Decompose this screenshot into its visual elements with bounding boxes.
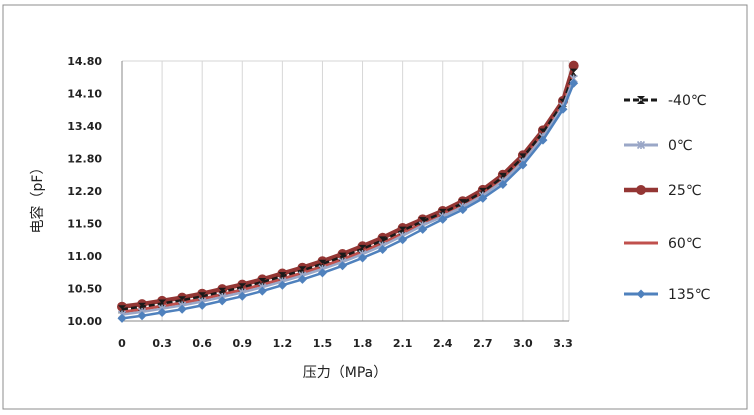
data-point bbox=[218, 287, 227, 296]
x-tick-label: 3.3 bbox=[553, 337, 573, 350]
y-tick-label: 10.00 bbox=[67, 315, 102, 328]
data-point bbox=[378, 245, 388, 254]
legend-item: 60℃ bbox=[624, 236, 702, 252]
legend-item: -40℃ bbox=[624, 93, 707, 109]
data-point bbox=[317, 268, 327, 278]
legend-marker bbox=[636, 140, 646, 150]
data-point bbox=[418, 224, 428, 234]
data-point bbox=[158, 299, 167, 308]
y-tick-label: 12.20 bbox=[67, 185, 102, 198]
y-tick-labels: 10.00 10.50 11.00 11.50 12.20 12.80 13.40 14.10… bbox=[67, 55, 102, 328]
legend-item: 0℃ bbox=[624, 138, 693, 154]
x-tick-label: 1.2 bbox=[273, 337, 293, 350]
data-point bbox=[118, 305, 126, 314]
data-point bbox=[358, 244, 367, 253]
y-tick-label: 11.50 bbox=[67, 218, 102, 231]
x-axis-title: 压力（MPa） bbox=[303, 365, 387, 381]
data-point bbox=[217, 296, 227, 306]
x-tick-label: 0.6 bbox=[192, 337, 212, 350]
legend: -40℃ 0℃ 25℃ 60℃ 135℃ bbox=[624, 93, 710, 303]
legend-item: 25℃ bbox=[624, 183, 702, 199]
series-4 bbox=[121, 74, 576, 314]
y-axis-title: 电容（pF） bbox=[29, 161, 46, 234]
data-point bbox=[458, 205, 468, 215]
legend-label: 25℃ bbox=[668, 183, 702, 199]
chart-frame bbox=[2, 4, 748, 410]
data-point bbox=[318, 259, 327, 268]
x-tick-label: 1.5 bbox=[313, 337, 333, 350]
x-tick-label: 1.8 bbox=[353, 337, 373, 350]
data-point bbox=[538, 135, 548, 145]
data-point bbox=[138, 302, 147, 311]
data-point bbox=[398, 226, 407, 235]
y-tick-label: 10.50 bbox=[67, 283, 102, 296]
data-point bbox=[258, 278, 267, 286]
data-point bbox=[298, 266, 307, 275]
data-point bbox=[297, 274, 307, 284]
data-point bbox=[237, 291, 247, 301]
data-point bbox=[569, 68, 578, 77]
legend-item: 135℃ bbox=[624, 287, 710, 303]
legend-marker bbox=[636, 185, 646, 195]
data-point bbox=[157, 308, 167, 318]
data-point bbox=[438, 214, 448, 224]
data-point bbox=[197, 300, 207, 310]
series bbox=[117, 60, 579, 323]
data-point bbox=[498, 180, 508, 189]
legend-label: 60℃ bbox=[668, 236, 702, 252]
x-tick-label: 2.7 bbox=[473, 337, 493, 350]
data-point bbox=[198, 292, 207, 301]
series-line bbox=[121, 74, 576, 314]
data-point bbox=[117, 313, 127, 323]
data-point bbox=[338, 252, 347, 261]
data-point bbox=[478, 193, 488, 203]
legend-label: 135℃ bbox=[668, 287, 710, 303]
data-point bbox=[137, 311, 147, 321]
data-point bbox=[278, 272, 287, 281]
data-point bbox=[398, 235, 408, 245]
x-tick-label: 0.3 bbox=[152, 337, 172, 350]
data-point bbox=[358, 253, 368, 263]
x-tick-label: 2.4 bbox=[433, 337, 453, 350]
data-point bbox=[257, 286, 267, 296]
legend-marker bbox=[637, 96, 645, 104]
series-line bbox=[121, 72, 575, 311]
data-point bbox=[558, 104, 568, 114]
data-point bbox=[277, 280, 287, 290]
data-point bbox=[378, 236, 387, 245]
y-tick-label: 11.00 bbox=[67, 250, 102, 263]
data-point bbox=[178, 296, 187, 305]
data-point bbox=[518, 160, 528, 170]
data-point bbox=[338, 261, 347, 271]
x-tick-labels: 0 0.3 0.6 0.9 1.2 1.5 1.8 2.1 2.4 2.7 3.0 3.3 bbox=[118, 337, 573, 350]
y-tick-label: 14.10 bbox=[67, 88, 102, 101]
y-tick-label: 14.80 bbox=[67, 55, 102, 68]
x-tick-label: 0.9 bbox=[233, 337, 253, 350]
data-point bbox=[238, 283, 247, 292]
x-tick-label: 3.0 bbox=[513, 337, 533, 350]
x-tick-label: 2.1 bbox=[393, 337, 413, 350]
legend-label: -40℃ bbox=[668, 93, 707, 109]
series-5 bbox=[117, 78, 579, 323]
data-point bbox=[177, 304, 187, 314]
legend-label: 0℃ bbox=[668, 138, 693, 154]
y-tick-label: 12.80 bbox=[67, 153, 102, 166]
legend-marker bbox=[636, 289, 646, 299]
x-tick-label: 0 bbox=[118, 337, 126, 350]
y-tick-label: 13.40 bbox=[67, 120, 102, 133]
data-point bbox=[569, 78, 579, 88]
